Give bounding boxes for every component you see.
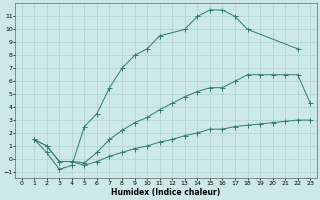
X-axis label: Humidex (Indice chaleur): Humidex (Indice chaleur): [111, 188, 220, 197]
